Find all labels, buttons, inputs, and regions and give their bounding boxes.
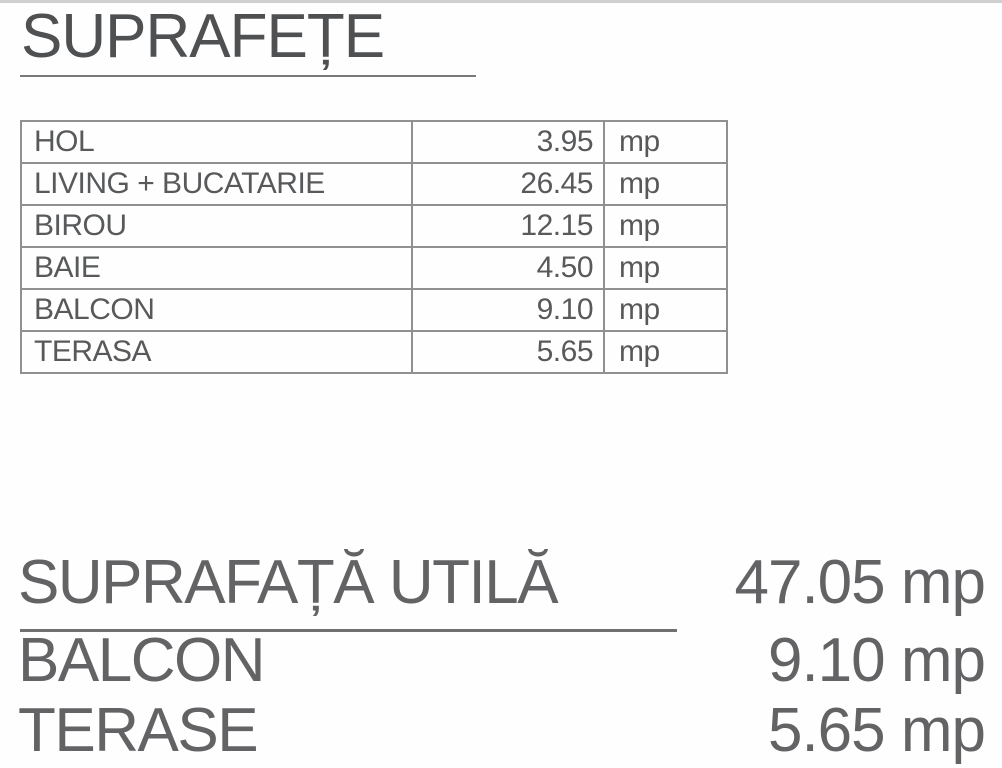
room-label: HOL [20, 120, 413, 164]
unit-label: mp [603, 246, 728, 290]
area-value: 3.95 [411, 120, 605, 164]
summary-divider-line [20, 629, 677, 632]
unit-label: mp [603, 162, 728, 206]
table-row: BAIE 4.50 mp [20, 246, 728, 290]
table-row: TERASA 5.65 mp [20, 330, 728, 374]
summary-label: BALCON [18, 626, 265, 695]
title-underline [20, 75, 476, 77]
summary-row: SUPRAFAȚĂ UTILĂ 47.05 mp [18, 548, 986, 617]
area-value: 26.45 [411, 162, 605, 206]
room-label: BIROU [20, 204, 413, 248]
unit-label: mp [603, 330, 728, 374]
area-value: 9.10 [411, 288, 605, 332]
summary-row: BALCON 9.10 mp [18, 626, 986, 695]
table-row: BALCON 9.10 mp [20, 288, 728, 332]
unit-label: mp [603, 288, 728, 332]
summary-value: 47.05 mp [734, 548, 986, 617]
area-value: 4.50 [411, 246, 605, 290]
room-label: LIVING + BUCATARIE [20, 162, 413, 206]
summary-value: 5.65 mp [767, 696, 986, 765]
unit-label: mp [603, 204, 728, 248]
table-row: HOL 3.95 mp [20, 120, 728, 164]
room-label: BALCON [20, 288, 413, 332]
summary-label: TERASE [18, 696, 259, 765]
top-border-line [0, 0, 1002, 3]
area-value: 5.65 [411, 330, 605, 374]
summary-value: 9.10 mp [767, 626, 986, 695]
summary-label: SUPRAFAȚĂ UTILĂ [18, 548, 559, 617]
area-table: HOL 3.95 mp LIVING + BUCATARIE 26.45 mp … [20, 120, 728, 374]
summary-row: TERASE 5.65 mp [18, 696, 986, 765]
area-table-body: HOL 3.95 mp LIVING + BUCATARIE 26.45 mp … [20, 120, 728, 374]
room-label: BAIE [20, 246, 413, 290]
table-row: BIROU 12.15 mp [20, 204, 728, 248]
unit-label: mp [603, 120, 728, 164]
table-row: LIVING + BUCATARIE 26.45 mp [20, 162, 728, 206]
page-title: SUPRAFEȚE [21, 2, 385, 71]
area-value: 12.15 [411, 204, 605, 248]
room-label: TERASA [20, 330, 413, 374]
